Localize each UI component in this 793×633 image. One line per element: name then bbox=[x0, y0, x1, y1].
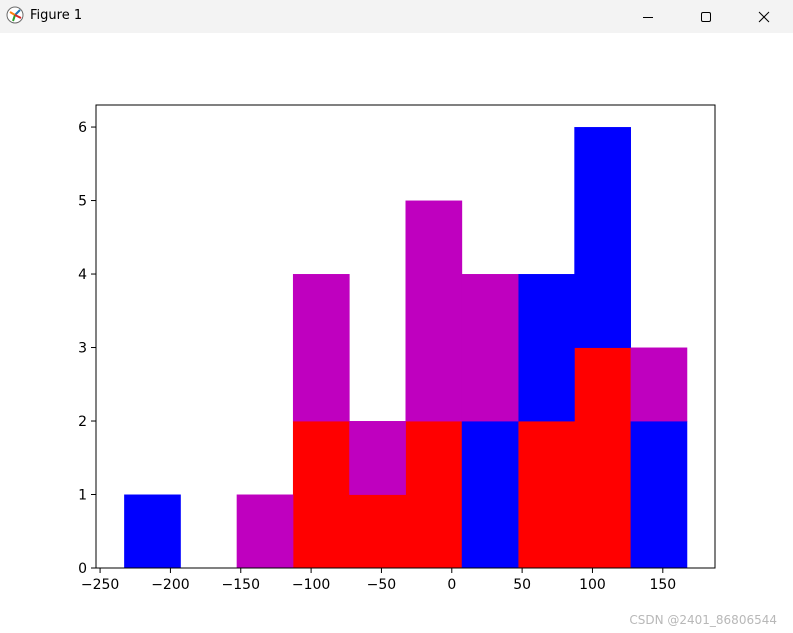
x-tick-label: 100 bbox=[579, 577, 606, 593]
y-tick-label: 3 bbox=[78, 341, 87, 357]
y-tick-label: 4 bbox=[78, 267, 87, 283]
histogram-bar bbox=[292, 274, 350, 422]
matplotlib-figure-icon bbox=[6, 6, 24, 24]
histogram-bar bbox=[236, 494, 294, 569]
histogram-bar bbox=[630, 421, 688, 569]
histogram-bar bbox=[518, 421, 575, 569]
x-tick-label: 0 bbox=[447, 577, 456, 593]
histogram-chart: −250 −200 −150 −100 −50 0 50 100 150 0 1 2 3 4 5 6 bbox=[78, 104, 716, 593]
histogram-bar bbox=[124, 494, 181, 569]
histogram-bar bbox=[630, 347, 688, 422]
y-tick-label: 1 bbox=[78, 488, 87, 504]
y-tick-label: 6 bbox=[78, 120, 87, 136]
histogram-bar bbox=[461, 421, 519, 569]
histogram-bar bbox=[574, 127, 631, 348]
histogram-bar bbox=[461, 274, 519, 422]
watermark: CSDN @2401_86806544 bbox=[629, 613, 777, 627]
title-bar: Figure 1 bbox=[0, 0, 793, 33]
plot-frame bbox=[95, 104, 716, 569]
histogram-bar bbox=[574, 347, 631, 569]
x-tick-label: −50 bbox=[367, 577, 397, 593]
x-tick-label: −200 bbox=[151, 577, 189, 593]
figure-canvas: −250 −200 −150 −100 −50 0 50 100 150 0 1 2 3 4 5 6 bbox=[0, 33, 793, 633]
minimize-button[interactable] bbox=[625, 0, 671, 33]
x-tick-label: −250 bbox=[81, 577, 119, 593]
histogram-bar bbox=[349, 421, 406, 495]
maximize-button[interactable] bbox=[683, 0, 729, 33]
histogram-bar bbox=[518, 274, 575, 422]
y-tick-label: 0 bbox=[78, 561, 87, 577]
y-tick-label: 2 bbox=[78, 414, 87, 430]
x-tick-label: 150 bbox=[649, 577, 676, 593]
window-title: Figure 1 bbox=[30, 8, 83, 23]
histogram-bar bbox=[292, 421, 350, 569]
y-tick-label: 5 bbox=[78, 194, 87, 210]
histogram-bar bbox=[349, 494, 406, 569]
minimize-icon bbox=[643, 16, 653, 18]
close-icon bbox=[758, 11, 770, 22]
x-tick-label: −150 bbox=[222, 577, 260, 593]
histogram-bar bbox=[405, 200, 463, 422]
x-tick-label: 50 bbox=[513, 577, 531, 593]
close-button[interactable] bbox=[741, 0, 787, 33]
maximize-icon bbox=[701, 11, 711, 22]
histogram-bar bbox=[405, 421, 463, 569]
x-tick-label: −100 bbox=[292, 577, 330, 593]
